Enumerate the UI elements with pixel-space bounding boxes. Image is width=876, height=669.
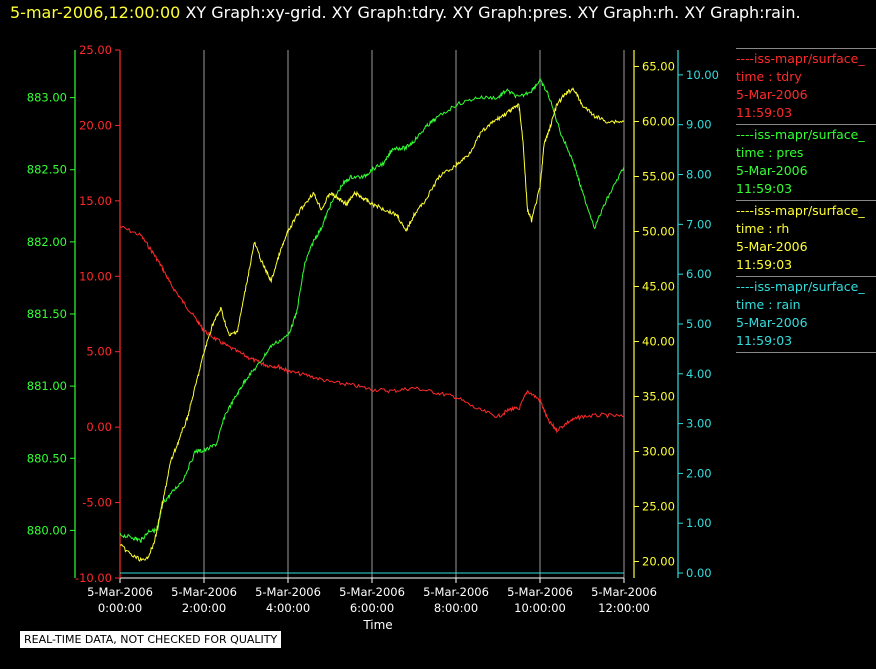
y-tick-label-rh: 65.00 <box>642 60 675 74</box>
legend: ----iss-mapr/surface_ time : tdry 5-Mar-20… <box>736 48 876 353</box>
quality-note: REAL-TIME DATA, NOT CHECKED FOR QUALITY <box>20 631 282 648</box>
legend-field: time : tdry <box>736 69 802 84</box>
graph-name-3: XY Graph:rh. <box>577 3 680 22</box>
x-tick-time: 12:00:00 <box>598 601 650 615</box>
y-tick-label-pres: 882.00 <box>27 235 67 249</box>
y-tick-label-rain: 0.00 <box>686 566 712 580</box>
legend-time: 11:59:03 <box>736 105 793 120</box>
y-tick-label-pres: 880.00 <box>27 523 67 537</box>
graph-name-4: XY Graph:rain. <box>684 3 801 22</box>
legend-date: 5-Mar-2006 <box>736 315 808 330</box>
y-tick-label-rh: 20.00 <box>642 555 675 569</box>
legend-date: 5-Mar-2006 <box>736 163 808 178</box>
series-rh <box>119 87 625 562</box>
x-tick-time: 10:00:00 <box>514 601 566 615</box>
legend-entry-2: ----iss-mapr/surface_time : rh 5-Mar-2006… <box>736 200 876 274</box>
graph-name-0: XY Graph:xy-grid. <box>185 3 327 22</box>
y-tick-label-rh: 30.00 <box>642 445 675 459</box>
y-tick-label-rain: 1.00 <box>686 516 712 530</box>
x-tick-time: 2:00:00 <box>182 601 226 615</box>
y-tick-label-rain: 5.00 <box>686 317 712 331</box>
y-tick-label-rain: 9.00 <box>686 118 712 132</box>
y-tick-label-tdry: -5.00 <box>82 496 112 510</box>
legend-field: time : rain <box>736 297 801 312</box>
x-tick-date: 5-Mar-2006 <box>255 585 321 599</box>
x-tick-date: 5-Mar-2006 <box>507 585 573 599</box>
chart-title-bar: 5-mar-2006,12:00:00 XY Graph:xy-grid. XY… <box>10 3 801 22</box>
x-tick-date: 5-Mar-2006 <box>423 585 489 599</box>
legend-entry-0: ----iss-mapr/surface_time : tdry 5-Mar-20… <box>736 48 876 122</box>
legend-divider <box>736 352 876 353</box>
legend-time: 11:59:03 <box>736 181 793 196</box>
legend-name: ----iss-mapr/surface_ <box>736 279 865 294</box>
y-tick-label-pres: 882.50 <box>27 163 67 177</box>
legend-date: 5-Mar-2006 <box>736 239 808 254</box>
y-tick-label-rain: 2.00 <box>686 466 712 480</box>
y-tick-label-rain: 4.00 <box>686 367 712 381</box>
y-tick-label-rain: 10.00 <box>686 68 719 82</box>
graph-name-2: XY Graph:pres. <box>452 3 573 22</box>
timestamp: 5-mar-2006,12:00:00 <box>10 3 181 22</box>
y-tick-label-rh: 40.00 <box>642 335 675 349</box>
legend-name: ----iss-mapr/surface_ <box>736 51 865 66</box>
y-tick-label-tdry: 5.00 <box>86 345 112 359</box>
legend-time: 11:59:03 <box>736 257 793 272</box>
y-tick-label-pres: 880.50 <box>27 451 67 465</box>
x-tick-time: 0:00:00 <box>98 601 142 615</box>
x-tick-time: 4:00:00 <box>266 601 310 615</box>
y-tick-label-pres: 881.00 <box>27 379 67 393</box>
y-tick-label-tdry: 0.00 <box>86 420 112 434</box>
legend-name: ----iss-mapr/surface_ <box>736 127 865 142</box>
y-tick-label-rh: 35.00 <box>642 390 675 404</box>
y-tick-label-tdry: 15.00 <box>79 194 112 208</box>
y-tick-label-rain: 6.00 <box>686 267 712 281</box>
y-tick-label-tdry: 25.00 <box>79 43 112 57</box>
y-tick-label-rain: 3.00 <box>686 417 712 431</box>
y-tick-label-rh: 55.00 <box>642 170 675 184</box>
legend-date: 5-Mar-2006 <box>736 87 808 102</box>
y-tick-label-rh: 60.00 <box>642 115 675 129</box>
y-tick-label-rh: 45.00 <box>642 280 675 294</box>
x-axis-label: Time <box>362 618 392 632</box>
legend-field: time : pres <box>736 145 804 160</box>
y-tick-label-pres: 883.00 <box>27 91 67 105</box>
y-tick-label-rh: 25.00 <box>642 500 675 514</box>
series-tdry <box>119 225 625 434</box>
y-tick-label-rain: 8.00 <box>686 168 712 182</box>
x-tick-time: 6:00:00 <box>350 601 394 615</box>
x-tick-date: 5-Mar-2006 <box>171 585 237 599</box>
y-tick-label-pres: 881.50 <box>27 307 67 321</box>
x-tick-time: 8:00:00 <box>434 601 478 615</box>
y-tick-label-rain: 7.00 <box>686 217 712 231</box>
y-tick-label-rh: 50.00 <box>642 225 675 239</box>
x-tick-date: 5-Mar-2006 <box>87 585 153 599</box>
legend-time: 11:59:03 <box>736 333 793 348</box>
graph-name-1: XY Graph:tdry. <box>331 3 448 22</box>
series-pres <box>119 77 625 544</box>
x-tick-date: 5-Mar-2006 <box>591 585 657 599</box>
x-tick-date: 5-Mar-2006 <box>339 585 405 599</box>
y-tick-label-tdry: -10.00 <box>75 571 112 585</box>
legend-entry-3: ----iss-mapr/surface_time : rain 5-Mar-20… <box>736 276 876 350</box>
y-tick-label-tdry: 20.00 <box>79 118 112 132</box>
legend-field: time : rh <box>736 221 790 236</box>
legend-entry-1: ----iss-mapr/surface_time : pres 5-Mar-20… <box>736 124 876 198</box>
legend-name: ----iss-mapr/surface_ <box>736 203 865 218</box>
y-tick-label-tdry: 10.00 <box>79 269 112 283</box>
